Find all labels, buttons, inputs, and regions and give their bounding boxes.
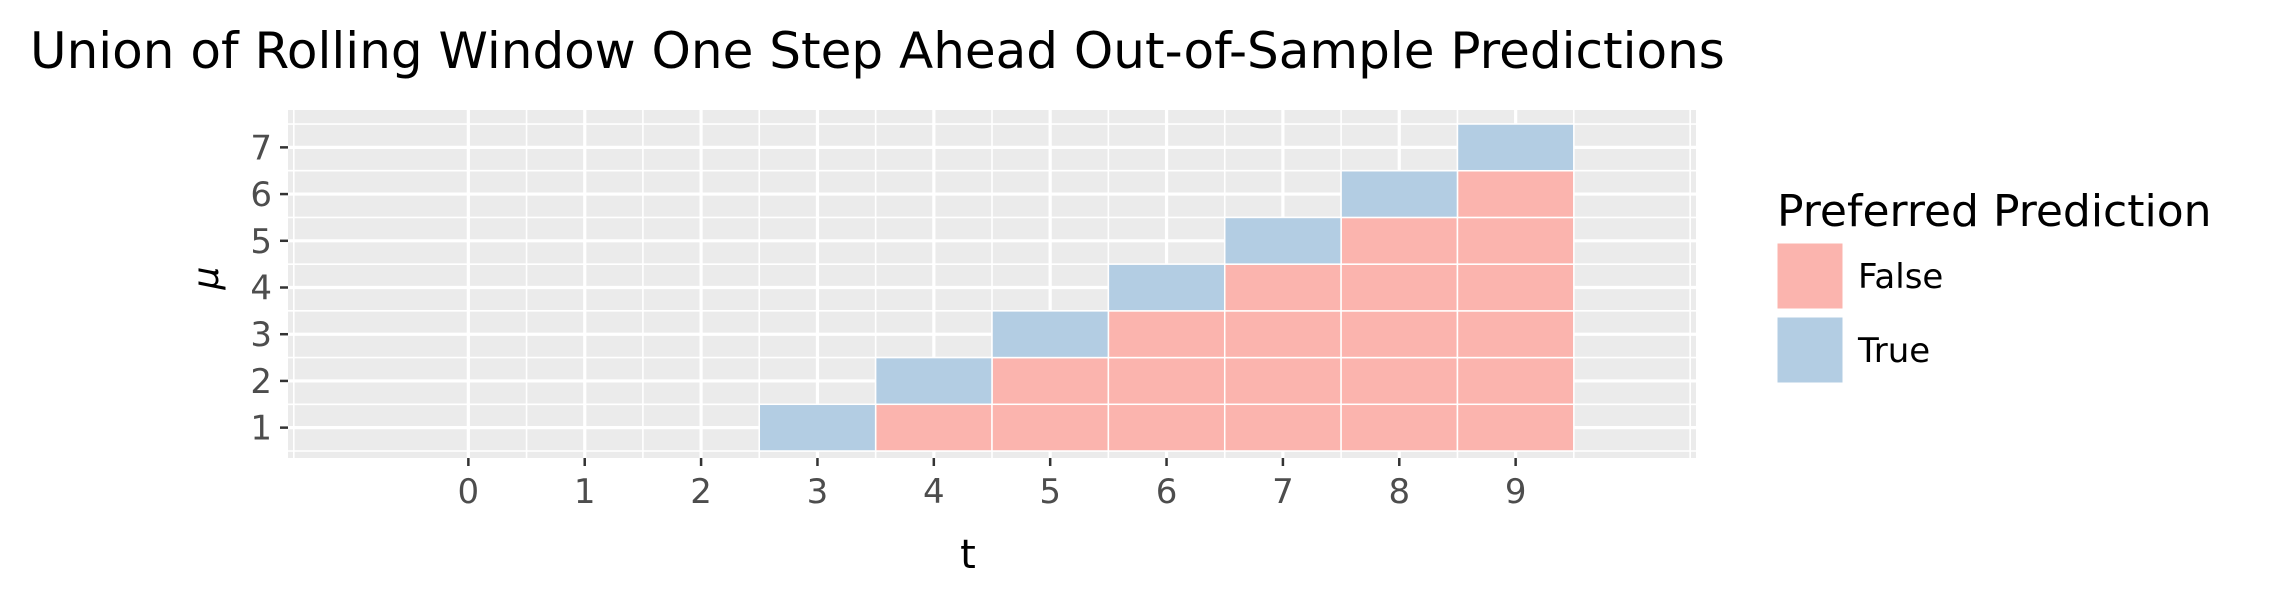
tile-cell-false bbox=[1223, 310, 1342, 359]
tile-cell-true bbox=[1223, 216, 1342, 265]
tile-cell-false bbox=[1340, 310, 1459, 359]
y-tick-label: 3 bbox=[250, 315, 272, 355]
x-tick-label: 7 bbox=[1272, 472, 1294, 512]
legend: Preferred Prediction False True bbox=[1776, 186, 2212, 384]
tile-cell-false bbox=[1223, 263, 1342, 312]
tile-cell-false bbox=[1340, 216, 1459, 265]
y-tick-label: 6 bbox=[250, 175, 272, 215]
plot-cells bbox=[758, 123, 1575, 452]
y-tick-label: 4 bbox=[250, 269, 272, 309]
legend-key-false bbox=[1776, 242, 1844, 310]
legend-title: Preferred Prediction bbox=[1777, 186, 2212, 237]
legend-label-false: False bbox=[1858, 257, 1943, 297]
tile-cell-false bbox=[1456, 310, 1575, 359]
tile-cell-false bbox=[1456, 263, 1575, 312]
tile-cell-false bbox=[1456, 356, 1575, 406]
x-tick-label: 2 bbox=[690, 472, 712, 512]
tile-cell-false bbox=[1456, 403, 1575, 452]
tile-cell-true bbox=[758, 403, 877, 452]
plot-axes: 0 1 2 3 4 5 6 7 8 9 1 2 3 4 5 6 7 bbox=[250, 128, 1526, 512]
x-tick-label: 8 bbox=[1388, 472, 1410, 512]
chart-title: Union of Rolling Window One Step Ahead O… bbox=[30, 22, 1725, 80]
x-axis-title: t bbox=[960, 532, 976, 578]
tile-cell-true bbox=[1340, 169, 1459, 219]
y-tick-label: 2 bbox=[250, 362, 272, 402]
tile-cell-false bbox=[874, 403, 993, 452]
legend-key-true bbox=[1776, 316, 1844, 384]
x-tick-label: 9 bbox=[1505, 472, 1527, 512]
x-tick-label: 6 bbox=[1156, 472, 1178, 512]
y-tick-label: 5 bbox=[250, 222, 272, 262]
tile-cell-true bbox=[1107, 263, 1226, 312]
x-tick-label: 3 bbox=[807, 472, 829, 512]
x-tick-label: 1 bbox=[574, 472, 596, 512]
x-tick-label: 4 bbox=[923, 472, 945, 512]
y-tick-label: 7 bbox=[250, 128, 272, 168]
tile-cell-false bbox=[1340, 403, 1459, 452]
tile-cell-false bbox=[991, 403, 1110, 452]
tile-cell-true bbox=[874, 356, 993, 406]
tile-cell-false bbox=[1340, 263, 1459, 312]
tile-cell-false bbox=[1223, 356, 1342, 406]
tile-cell-false bbox=[1107, 310, 1226, 359]
tile-cell-false bbox=[991, 356, 1110, 406]
tile-cell-false bbox=[1456, 216, 1575, 265]
y-axis-title: μ bbox=[186, 267, 227, 291]
tile-cell-false bbox=[1340, 356, 1459, 406]
legend-label-true: True bbox=[1857, 331, 1930, 371]
tile-cell-true bbox=[1456, 123, 1575, 172]
y-tick-label: 1 bbox=[250, 409, 272, 449]
x-tick-label: 5 bbox=[1039, 472, 1061, 512]
tile-cell-true bbox=[991, 310, 1110, 359]
tile-cell-false bbox=[1223, 403, 1342, 452]
tile-cell-false bbox=[1107, 356, 1226, 406]
tile-cell-false bbox=[1107, 403, 1226, 452]
x-tick-label: 0 bbox=[458, 472, 480, 512]
tile-cell-false bbox=[1456, 169, 1575, 219]
